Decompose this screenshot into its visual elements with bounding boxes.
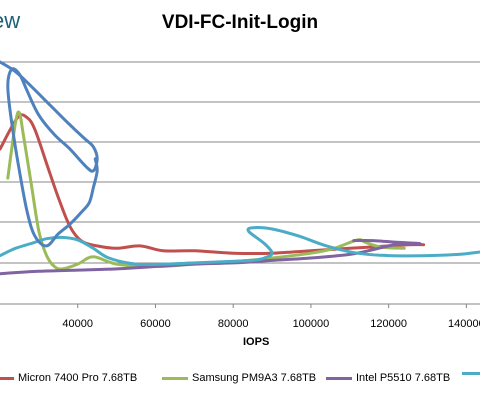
legend-item-intel: Intel P5510 7.68TB: [326, 372, 450, 384]
series-line-2: [0, 238, 422, 276]
legend-item-cyan: [462, 372, 480, 375]
series-line-4: [0, 60, 99, 248]
legend-item-samsung: Samsung PM9A3 7.68TB: [162, 372, 316, 384]
x-tick-label: 60000: [140, 318, 171, 330]
x-tick-label: 40000: [62, 318, 93, 330]
brand-logo-text: ew: [0, 8, 21, 33]
legend-swatch-cyan: [462, 372, 480, 375]
series-line-0: [0, 113, 426, 255]
legend-swatch-intel: [326, 376, 352, 380]
x-axis-label: IOPS: [243, 336, 270, 348]
series-line-1: [6, 110, 406, 271]
x-tick-labels: 40000 60000 80000 100000 120000 140000: [62, 304, 480, 330]
x-tick-label: 140000: [448, 318, 480, 330]
legend-label-micron: Micron 7400 Pro 7.68TB: [18, 372, 138, 384]
chart-title: VDI-FC-Init-Login: [161, 12, 319, 33]
series-line-3: [0, 226, 480, 267]
legend: Micron 7400 Pro 7.68TB Samsung PM9A3 7.6…: [0, 370, 480, 390]
legend-swatch-samsung: [162, 376, 188, 380]
legend-label-intel: Intel P5510 7.68TB: [356, 372, 451, 384]
x-tick-label: 80000: [218, 318, 249, 330]
x-tick-label: 100000: [293, 318, 330, 330]
x-tick-label: 120000: [370, 318, 407, 330]
legend-item-micron: Micron 7400 Pro 7.68TB: [0, 372, 137, 384]
legend-label-samsung: Samsung PM9A3 7.68TB: [192, 372, 317, 384]
legend-swatch-micron: [0, 376, 14, 380]
series-lines: [0, 60, 480, 276]
